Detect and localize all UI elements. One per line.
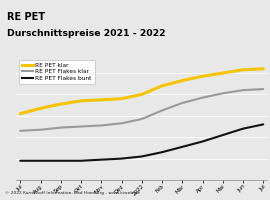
RE PET Flakes klar <box>160 109 164 112</box>
Text: Durschnittspreise 2021 - 2022: Durschnittspreise 2021 - 2022 <box>7 29 165 38</box>
RE PET klar <box>201 75 204 77</box>
RE PET klar <box>120 98 123 100</box>
Line: RE PET klar: RE PET klar <box>20 69 263 114</box>
RE PET Flakes bunt <box>120 157 123 160</box>
RE PET Flakes bunt <box>100 158 103 161</box>
Text: RE PET: RE PET <box>7 12 45 22</box>
RE PET Flakes klar <box>181 102 184 104</box>
RE PET Flakes bunt <box>201 140 204 143</box>
Line: RE PET Flakes bunt: RE PET Flakes bunt <box>20 124 263 161</box>
RE PET klar <box>160 85 164 87</box>
RE PET Flakes klar <box>221 92 224 95</box>
RE PET Flakes bunt <box>140 155 143 158</box>
Text: © 2022 Kunststoff Information, Bad Homburg - www.kiweb.de: © 2022 Kunststoff Information, Bad Hombu… <box>5 191 140 195</box>
Legend: RE PET klar, RE PET Flakes klar, RE PET Flakes bunt: RE PET klar, RE PET Flakes klar, RE PET … <box>19 60 95 84</box>
RE PET klar <box>181 79 184 82</box>
RE PET klar <box>19 112 22 115</box>
RE PET Flakes klar <box>140 118 143 120</box>
RE PET klar <box>241 69 245 71</box>
RE PET Flakes klar <box>79 125 83 128</box>
RE PET Flakes klar <box>241 89 245 91</box>
RE PET klar <box>100 99 103 101</box>
Line: RE PET Flakes klar: RE PET Flakes klar <box>20 89 263 131</box>
RE PET Flakes bunt <box>262 123 265 126</box>
RE PET Flakes bunt <box>241 127 245 130</box>
RE PET Flakes bunt <box>221 134 224 136</box>
RE PET klar <box>79 100 83 102</box>
RE PET Flakes bunt <box>19 160 22 162</box>
RE PET Flakes klar <box>262 88 265 90</box>
RE PET Flakes bunt <box>59 160 62 162</box>
RE PET Flakes bunt <box>79 160 83 162</box>
RE PET klar <box>262 68 265 70</box>
RE PET Flakes klar <box>201 96 204 99</box>
RE PET klar <box>39 107 42 110</box>
RE PET Flakes klar <box>19 130 22 132</box>
RE PET Flakes klar <box>120 122 123 125</box>
RE PET klar <box>140 93 143 96</box>
RE PET klar <box>221 72 224 74</box>
RE PET Flakes klar <box>59 126 62 129</box>
RE PET klar <box>59 103 62 105</box>
RE PET Flakes klar <box>100 124 103 127</box>
RE PET Flakes bunt <box>181 146 184 148</box>
RE PET Flakes klar <box>39 129 42 131</box>
RE PET Flakes bunt <box>39 160 42 162</box>
RE PET Flakes bunt <box>160 151 164 153</box>
